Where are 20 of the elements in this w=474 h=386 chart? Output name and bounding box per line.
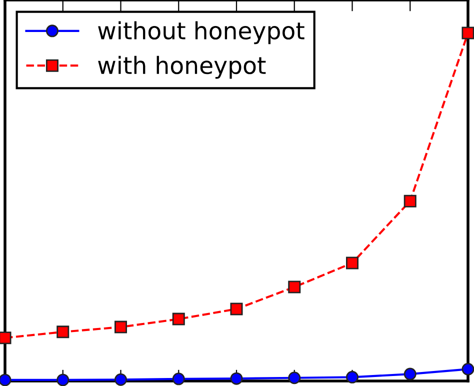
point: [288, 372, 301, 384]
point: [462, 362, 474, 376]
point: [346, 370, 358, 384]
point: [172, 312, 185, 326]
point: [346, 256, 358, 270]
point: [230, 372, 243, 385]
point: [0, 332, 12, 344]
point: [56, 374, 70, 386]
point: [230, 302, 243, 316]
point: [56, 326, 70, 338]
legend-label: without honeypot: [98, 21, 304, 44]
point: [172, 372, 185, 386]
point: [288, 280, 301, 294]
point: [114, 320, 127, 334]
point: [404, 194, 416, 208]
legend-label: with honeypot: [98, 56, 266, 79]
point: [462, 26, 474, 40]
point: [114, 373, 127, 386]
point: [404, 368, 416, 380]
point: [0, 374, 12, 386]
